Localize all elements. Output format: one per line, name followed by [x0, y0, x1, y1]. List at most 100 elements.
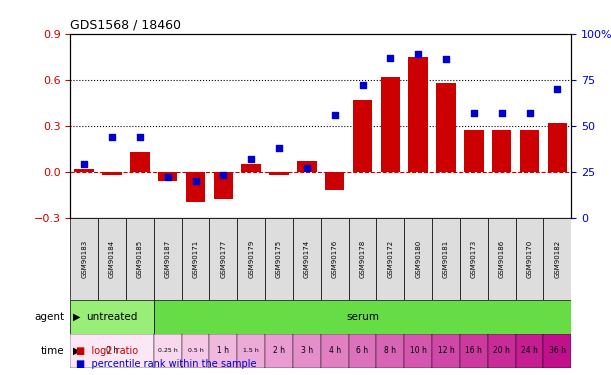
Text: GSM90187: GSM90187	[165, 240, 170, 278]
Text: GSM90176: GSM90176	[332, 240, 338, 278]
Point	[441, 57, 451, 63]
Bar	[436, 83, 456, 172]
FancyBboxPatch shape	[154, 300, 571, 334]
FancyBboxPatch shape	[181, 334, 210, 368]
Text: 1 h: 1 h	[218, 346, 229, 355]
FancyBboxPatch shape	[516, 217, 543, 300]
FancyBboxPatch shape	[154, 217, 181, 300]
Bar	[353, 100, 372, 172]
Point	[274, 145, 284, 151]
Text: GSM90172: GSM90172	[387, 240, 393, 278]
Point	[413, 51, 423, 57]
Point	[469, 110, 479, 116]
Text: 24 h: 24 h	[521, 346, 538, 355]
FancyBboxPatch shape	[237, 217, 265, 300]
FancyBboxPatch shape	[126, 217, 154, 300]
Text: 2 h: 2 h	[273, 346, 285, 355]
FancyBboxPatch shape	[293, 217, 321, 300]
Point	[219, 172, 229, 178]
FancyBboxPatch shape	[349, 334, 376, 368]
Text: GSM90185: GSM90185	[137, 240, 143, 278]
Bar	[241, 164, 261, 172]
FancyBboxPatch shape	[376, 217, 404, 300]
Text: serum: serum	[346, 312, 379, 322]
Text: GSM90183: GSM90183	[81, 240, 87, 278]
FancyBboxPatch shape	[70, 334, 154, 368]
Bar	[381, 76, 400, 172]
FancyBboxPatch shape	[460, 334, 488, 368]
Bar	[520, 130, 540, 172]
Bar	[186, 172, 205, 202]
FancyBboxPatch shape	[154, 334, 181, 368]
Text: GSM90182: GSM90182	[554, 240, 560, 278]
Text: 0.5 h: 0.5 h	[188, 348, 203, 353]
FancyBboxPatch shape	[349, 217, 376, 300]
FancyBboxPatch shape	[404, 217, 432, 300]
Text: 20 h: 20 h	[493, 346, 510, 355]
Point	[135, 134, 145, 140]
FancyBboxPatch shape	[265, 334, 293, 368]
FancyBboxPatch shape	[543, 334, 571, 368]
FancyBboxPatch shape	[488, 217, 516, 300]
Point	[357, 82, 367, 88]
Bar	[130, 152, 150, 172]
Text: GSM90175: GSM90175	[276, 240, 282, 278]
FancyBboxPatch shape	[265, 217, 293, 300]
Bar	[75, 168, 94, 172]
FancyBboxPatch shape	[210, 334, 237, 368]
Point	[330, 112, 340, 118]
Bar	[102, 172, 122, 175]
Bar	[492, 130, 511, 172]
Text: agent: agent	[34, 312, 64, 322]
Point	[497, 110, 507, 116]
Text: GSM90181: GSM90181	[443, 240, 449, 278]
Text: GSM90179: GSM90179	[248, 240, 254, 278]
Text: 6 h: 6 h	[356, 346, 368, 355]
FancyBboxPatch shape	[98, 217, 126, 300]
Text: 10 h: 10 h	[410, 346, 426, 355]
Bar	[269, 172, 289, 175]
FancyBboxPatch shape	[404, 334, 432, 368]
FancyBboxPatch shape	[488, 334, 516, 368]
Text: GSM90170: GSM90170	[527, 240, 533, 278]
Text: 12 h: 12 h	[437, 346, 455, 355]
FancyBboxPatch shape	[460, 217, 488, 300]
Bar	[409, 57, 428, 172]
Text: GDS1568 / 18460: GDS1568 / 18460	[70, 18, 181, 31]
FancyBboxPatch shape	[70, 300, 154, 334]
Text: untreated: untreated	[86, 312, 137, 322]
Point	[79, 161, 89, 167]
Text: 8 h: 8 h	[384, 346, 397, 355]
Text: 0 h: 0 h	[106, 346, 118, 355]
FancyBboxPatch shape	[321, 217, 349, 300]
FancyBboxPatch shape	[376, 334, 404, 368]
Text: 16 h: 16 h	[466, 346, 482, 355]
FancyBboxPatch shape	[432, 217, 460, 300]
FancyBboxPatch shape	[543, 217, 571, 300]
Bar	[547, 123, 567, 172]
FancyBboxPatch shape	[237, 334, 265, 368]
Bar	[214, 172, 233, 199]
FancyBboxPatch shape	[70, 217, 98, 300]
Text: ▶: ▶	[73, 312, 81, 322]
Text: 36 h: 36 h	[549, 346, 566, 355]
Text: GSM90178: GSM90178	[359, 240, 365, 278]
Text: 3 h: 3 h	[301, 346, 313, 355]
Point	[163, 174, 172, 180]
Text: GSM90180: GSM90180	[415, 240, 421, 278]
Text: time: time	[40, 346, 64, 355]
Point	[246, 156, 256, 162]
Text: ▶: ▶	[73, 346, 81, 355]
Point	[107, 134, 117, 140]
Text: 4 h: 4 h	[329, 346, 341, 355]
FancyBboxPatch shape	[432, 334, 460, 368]
Bar	[297, 161, 316, 172]
Point	[302, 165, 312, 171]
Point	[386, 55, 395, 61]
Point	[552, 86, 562, 92]
Bar	[464, 130, 484, 172]
Text: 0.25 h: 0.25 h	[158, 348, 178, 353]
FancyBboxPatch shape	[321, 334, 349, 368]
FancyBboxPatch shape	[181, 217, 210, 300]
FancyBboxPatch shape	[293, 334, 321, 368]
